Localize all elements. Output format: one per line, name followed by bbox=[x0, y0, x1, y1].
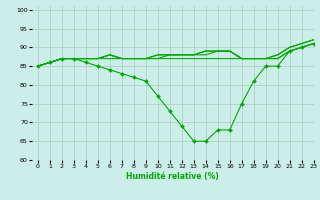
X-axis label: Humidité relative (%): Humidité relative (%) bbox=[126, 172, 219, 181]
